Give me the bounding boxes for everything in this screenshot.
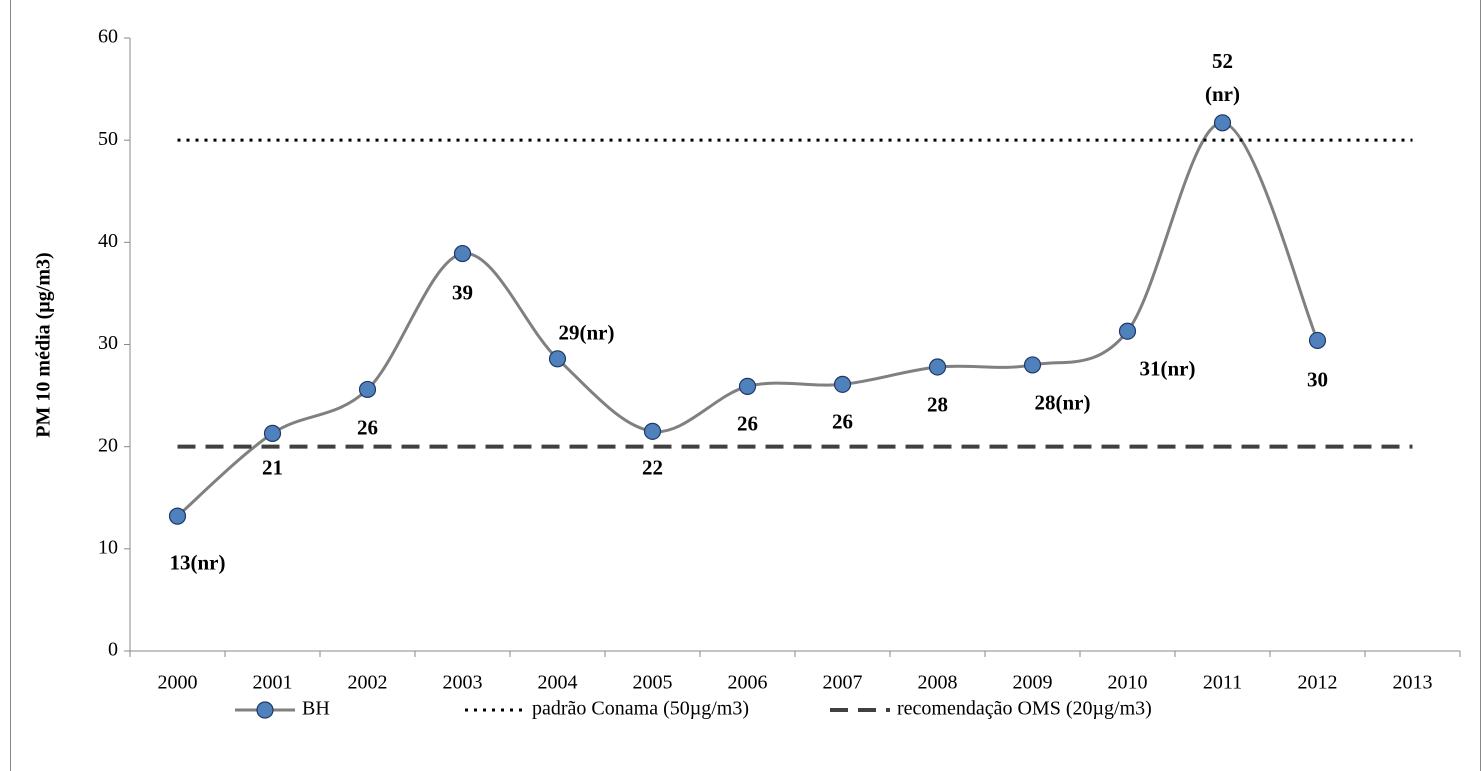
x-tick-label: 2008 <box>918 672 958 694</box>
y-tick-label: 30 <box>98 332 118 354</box>
x-tick-label: 2006 <box>728 672 768 694</box>
x-tick-label: 2003 <box>443 672 483 694</box>
y-tick-label: 20 <box>98 434 118 456</box>
y-tick-label: 10 <box>98 536 118 558</box>
data-point <box>833 375 852 393</box>
data-label: 26 <box>737 411 758 436</box>
x-tick-label: 2005 <box>633 672 673 694</box>
data-point <box>548 350 567 368</box>
x-tick-label: 2002 <box>348 672 388 694</box>
data-point <box>1118 322 1137 340</box>
data-point <box>168 507 187 525</box>
data-label: 39 <box>452 280 473 305</box>
data-point <box>1023 356 1042 374</box>
data-point <box>263 424 282 442</box>
legend-marker <box>256 701 274 719</box>
data-label: 31(nr) <box>1139 356 1196 381</box>
legend-label: recomendação OMS (20µg/m3) <box>897 698 1152 720</box>
data-label: 30 <box>1307 367 1328 392</box>
data-label: 28(nr) <box>1034 390 1091 415</box>
data-label: 52 (nr) <box>1205 48 1240 106</box>
data-label: 21 <box>262 455 283 480</box>
data-label: 29(nr) <box>558 320 615 345</box>
data-label: 13(nr) <box>169 550 226 575</box>
data-point <box>928 358 947 376</box>
legend-label: BH <box>302 698 330 720</box>
series-line <box>176 121 1319 518</box>
x-tick-label: 2013 <box>1393 672 1433 694</box>
data-label: 26 <box>357 415 378 440</box>
data-label: 22 <box>642 455 663 480</box>
x-tick-label: 2004 <box>538 672 578 694</box>
y-tick-label: 0 <box>108 639 118 661</box>
data-point <box>738 377 757 395</box>
y-tick-label: 50 <box>98 128 118 150</box>
data-point <box>643 422 662 440</box>
y-tick-label: 40 <box>98 230 118 252</box>
data-label: 26 <box>832 409 853 434</box>
data-point <box>1213 114 1232 132</box>
x-tick-label: 2012 <box>1298 672 1338 694</box>
x-tick-label: 2000 <box>158 672 198 694</box>
data-point <box>453 244 472 263</box>
data-point <box>358 380 377 399</box>
legend-label: padrão Conama (50µg/m3) <box>532 698 749 720</box>
x-tick-label: 2001 <box>253 672 293 694</box>
x-tick-label: 2007 <box>823 672 863 694</box>
x-tick-label: 2010 <box>1108 672 1148 694</box>
x-tick-label: 2011 <box>1203 672 1242 694</box>
y-axis-title: PM 10 média (µg/m3) <box>33 252 55 437</box>
y-tick-label: 60 <box>98 26 118 48</box>
x-tick-label: 2009 <box>1013 672 1053 694</box>
chart-border <box>10 0 1481 771</box>
data-label: 28 <box>927 392 948 417</box>
data-point <box>1308 331 1327 350</box>
